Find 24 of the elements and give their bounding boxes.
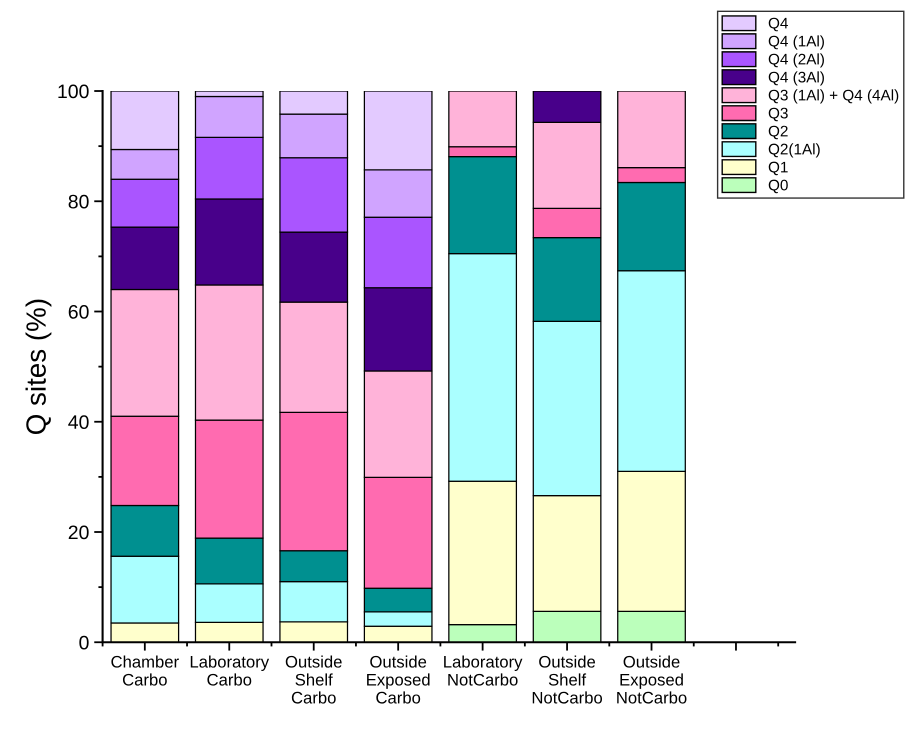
x-tick-label: Outside Shelf NotCarbo [532,655,602,704]
legend-label: Q4 [768,18,788,32]
x-tick-label: Outside Shelf Carbo [286,655,342,704]
legend-label: Q3 (1Al) + Q4 (4Al) [768,89,898,104]
legend-label: Q3 [768,108,788,122]
y-tick-label: 0 [79,636,89,650]
x-tick-label: Laboratory NotCarbo [444,655,522,686]
y-axis-title: Q sites (%) [26,300,52,434]
y-tick-label: 80 [68,194,89,208]
legend-label: Q2(1Al) [768,143,820,158]
legend-label: Q2 [768,126,788,140]
x-tick-label: Chamber Carbo [111,655,179,686]
legend-label: Q0 [768,180,788,194]
y-tick-label: 60 [68,304,89,319]
legend-label: Q1 [768,162,788,176]
legend-label: Q4 (2Al) [768,53,824,68]
y-tick-label: 100 [58,84,89,98]
legend-label: Q4 (1Al) [768,35,824,50]
y-tick-label: 20 [68,525,89,540]
x-tick-label: Outside Exposed Carbo [367,655,430,704]
legend-label: Q4 (3Al) [768,71,824,86]
x-tick-label: Outside Exposed NotCarbo [617,655,686,704]
x-tick-label: Laboratory Carbo [190,655,270,686]
y-tick-label: 40 [68,415,89,429]
